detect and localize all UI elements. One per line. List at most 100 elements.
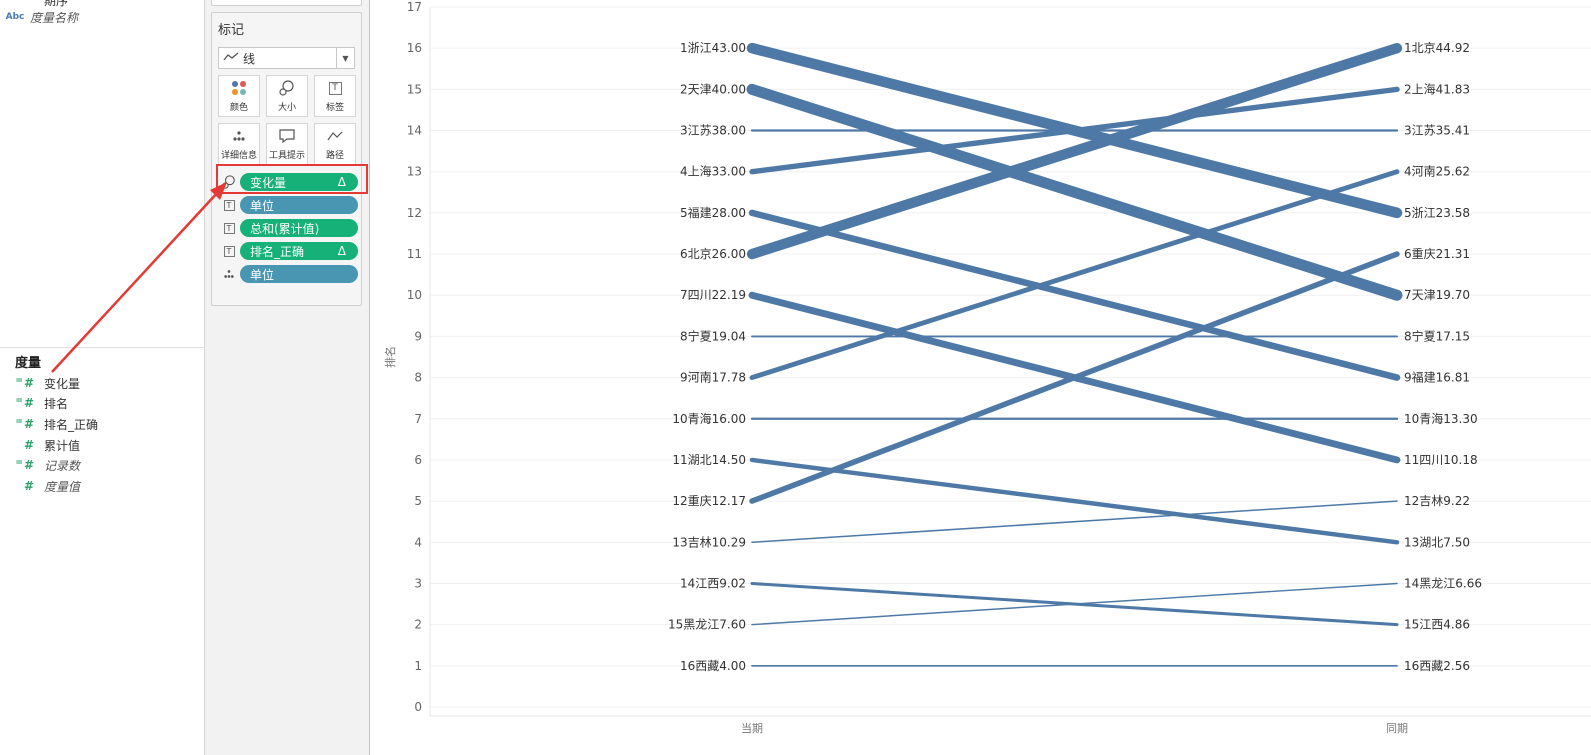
marks-pill-unit-detail[interactable]: 单位 (218, 265, 358, 283)
path-button[interactable]: 路径 (314, 123, 356, 165)
left-data-label: 8宁夏19.04 (680, 328, 746, 343)
right-data-label: 13湖北7.50 (1404, 534, 1470, 549)
field-label: 排名_正确 (44, 417, 99, 432)
y-tick-label: 6 (414, 453, 422, 467)
measure-field-rank-correct[interactable]: = # 排名_正确 (0, 414, 98, 434)
marks-pill-unit-label[interactable]: T 单位 (218, 196, 358, 214)
series-line (746, 43, 1403, 260)
label-icon: T (218, 199, 240, 211)
label-icon: T (218, 245, 240, 257)
left-data-label: 3江苏38.00 (680, 124, 746, 138)
y-tick-label: 15 (407, 82, 422, 96)
series-line (751, 500, 1398, 544)
calc-measure-icon: = # (15, 458, 34, 472)
marks-card: 标记 线 ▼ 颜色 大小 T (211, 12, 362, 306)
measures-section-title: 度量 (15, 356, 42, 371)
left-data-label: 10青海16.00 (672, 411, 746, 426)
pill-label: 单位 (250, 198, 275, 213)
y-tick-label: 9 (414, 329, 422, 343)
measure-icon: # (23, 479, 34, 493)
pill-unit[interactable]: 单位 (240, 265, 358, 283)
right-data-label: 12吉林9.22 (1404, 494, 1470, 508)
size-icon (279, 76, 295, 100)
table-calc-delta-icon: Δ (337, 175, 346, 189)
left-data-label: 15黑龙江7.60 (668, 618, 746, 632)
left-data-label: 6北京26.00 (680, 247, 746, 261)
marks-pill-rank-label[interactable]: T 排名_正确 Δ (218, 242, 358, 260)
left-data-label: 1浙江43.00 (680, 41, 746, 55)
right-data-label: 2上海41.83 (1404, 81, 1470, 96)
y-tick-label: 11 (407, 247, 422, 261)
field-label: 累计值 (44, 438, 81, 453)
series-line (749, 169, 1400, 381)
y-tick-label: 1 (414, 659, 422, 673)
pill-rank-correct[interactable]: 排名_正确 Δ (240, 242, 358, 260)
data-pane: 期序 Abc 度量名称 度量 = # 变化量 = # 排名 = # 排名_正确 # 累… (0, 0, 205, 755)
measure-icon: # (23, 438, 34, 452)
chevron-down-icon: ▼ (336, 48, 354, 68)
pill-sum-cumulative[interactable]: 总和(累计值) (240, 219, 358, 237)
label-icon: T (218, 222, 240, 234)
y-axis-title: 排名 (383, 346, 397, 368)
series-line (749, 251, 1400, 504)
measure-field-record-count[interactable]: = # 记录数 (0, 455, 80, 475)
series-line (749, 86, 1400, 175)
y-tick-label: 7 (414, 412, 422, 426)
right-data-label: 14黑龙江6.66 (1404, 576, 1482, 590)
abc-icon: Abc (5, 12, 25, 22)
label-button-label: 标签 (325, 103, 344, 113)
chart-area: 0 1 2 3 4 5 6 7 8 9 10 11 12 13 14 15 16 17 排名 当期 同期 1浙江43.00… (370, 0, 1591, 755)
measure-field-change[interactable]: = # 变化量 (0, 373, 80, 393)
y-tick-label: 2 (414, 618, 422, 632)
right-data-label: 5浙江23.58 (1404, 206, 1470, 220)
pill-label: 变化量 (250, 175, 287, 190)
measure-field-measure-values[interactable]: # 度量值 (0, 476, 80, 496)
y-tick-label: 17 (407, 0, 422, 14)
calc-measure-icon: = # (15, 376, 34, 390)
y-tick-label: 14 (407, 124, 422, 138)
mark-type-label: 线 (243, 51, 256, 66)
y-tick-label: 13 (407, 165, 422, 179)
y-tick-label: 16 (407, 41, 422, 55)
detail-icon (232, 124, 246, 148)
right-data-label: 4河南25.62 (1404, 164, 1470, 179)
right-data-label: 7天津19.70 (1404, 288, 1470, 302)
pill-unit[interactable]: 单位 (240, 196, 358, 214)
dimension-field-measure-names[interactable]: Abc 度量名称 (0, 7, 78, 27)
y-tick-label: 0 (414, 700, 422, 714)
mark-type-dropdown[interactable]: 线 ▼ (218, 47, 355, 69)
left-data-label: 2天津40.00 (680, 82, 746, 96)
y-tick-label: 4 (414, 535, 422, 549)
pill-label: 单位 (250, 267, 275, 282)
pane-divider (0, 347, 205, 348)
right-data-label: 9福建16.81 (1404, 370, 1470, 385)
field-label: 排名 (44, 396, 69, 411)
color-icon (232, 76, 246, 100)
label-icon: T (328, 76, 342, 100)
x-category-label: 同期 (1386, 722, 1408, 735)
label-button[interactable]: T 标签 (314, 75, 356, 117)
detail-button-label: 详细信息 (220, 151, 257, 161)
left-data-label: 12重庆12.17 (672, 494, 746, 508)
marks-pill-sum-label[interactable]: T 总和(累计值) (218, 219, 358, 237)
cut-off-field[interactable]: 期序 (44, 0, 69, 8)
highlight-box (216, 164, 368, 194)
left-data-label: 14江西9.02 (680, 576, 746, 590)
size-button-label: 大小 (277, 103, 296, 113)
measure-field-rank[interactable]: = # 排名 (0, 393, 68, 413)
series-line (748, 209, 1401, 381)
measure-field-cumulative[interactable]: # 累计值 (0, 435, 80, 455)
path-button-label: 路径 (325, 151, 344, 161)
color-button[interactable]: 颜色 (218, 75, 260, 117)
pill-change[interactable]: 变化量 Δ (240, 173, 358, 191)
line-mark-icon (219, 51, 243, 66)
size-button[interactable]: 大小 (266, 75, 308, 117)
pill-label: 总和(累计值) (250, 221, 320, 236)
right-data-label: 15江西4.86 (1404, 618, 1470, 632)
left-data-label: 4上海33.00 (680, 164, 746, 179)
right-data-label: 3江苏35.41 (1404, 124, 1470, 138)
right-data-label: 11四川10.18 (1404, 453, 1478, 467)
